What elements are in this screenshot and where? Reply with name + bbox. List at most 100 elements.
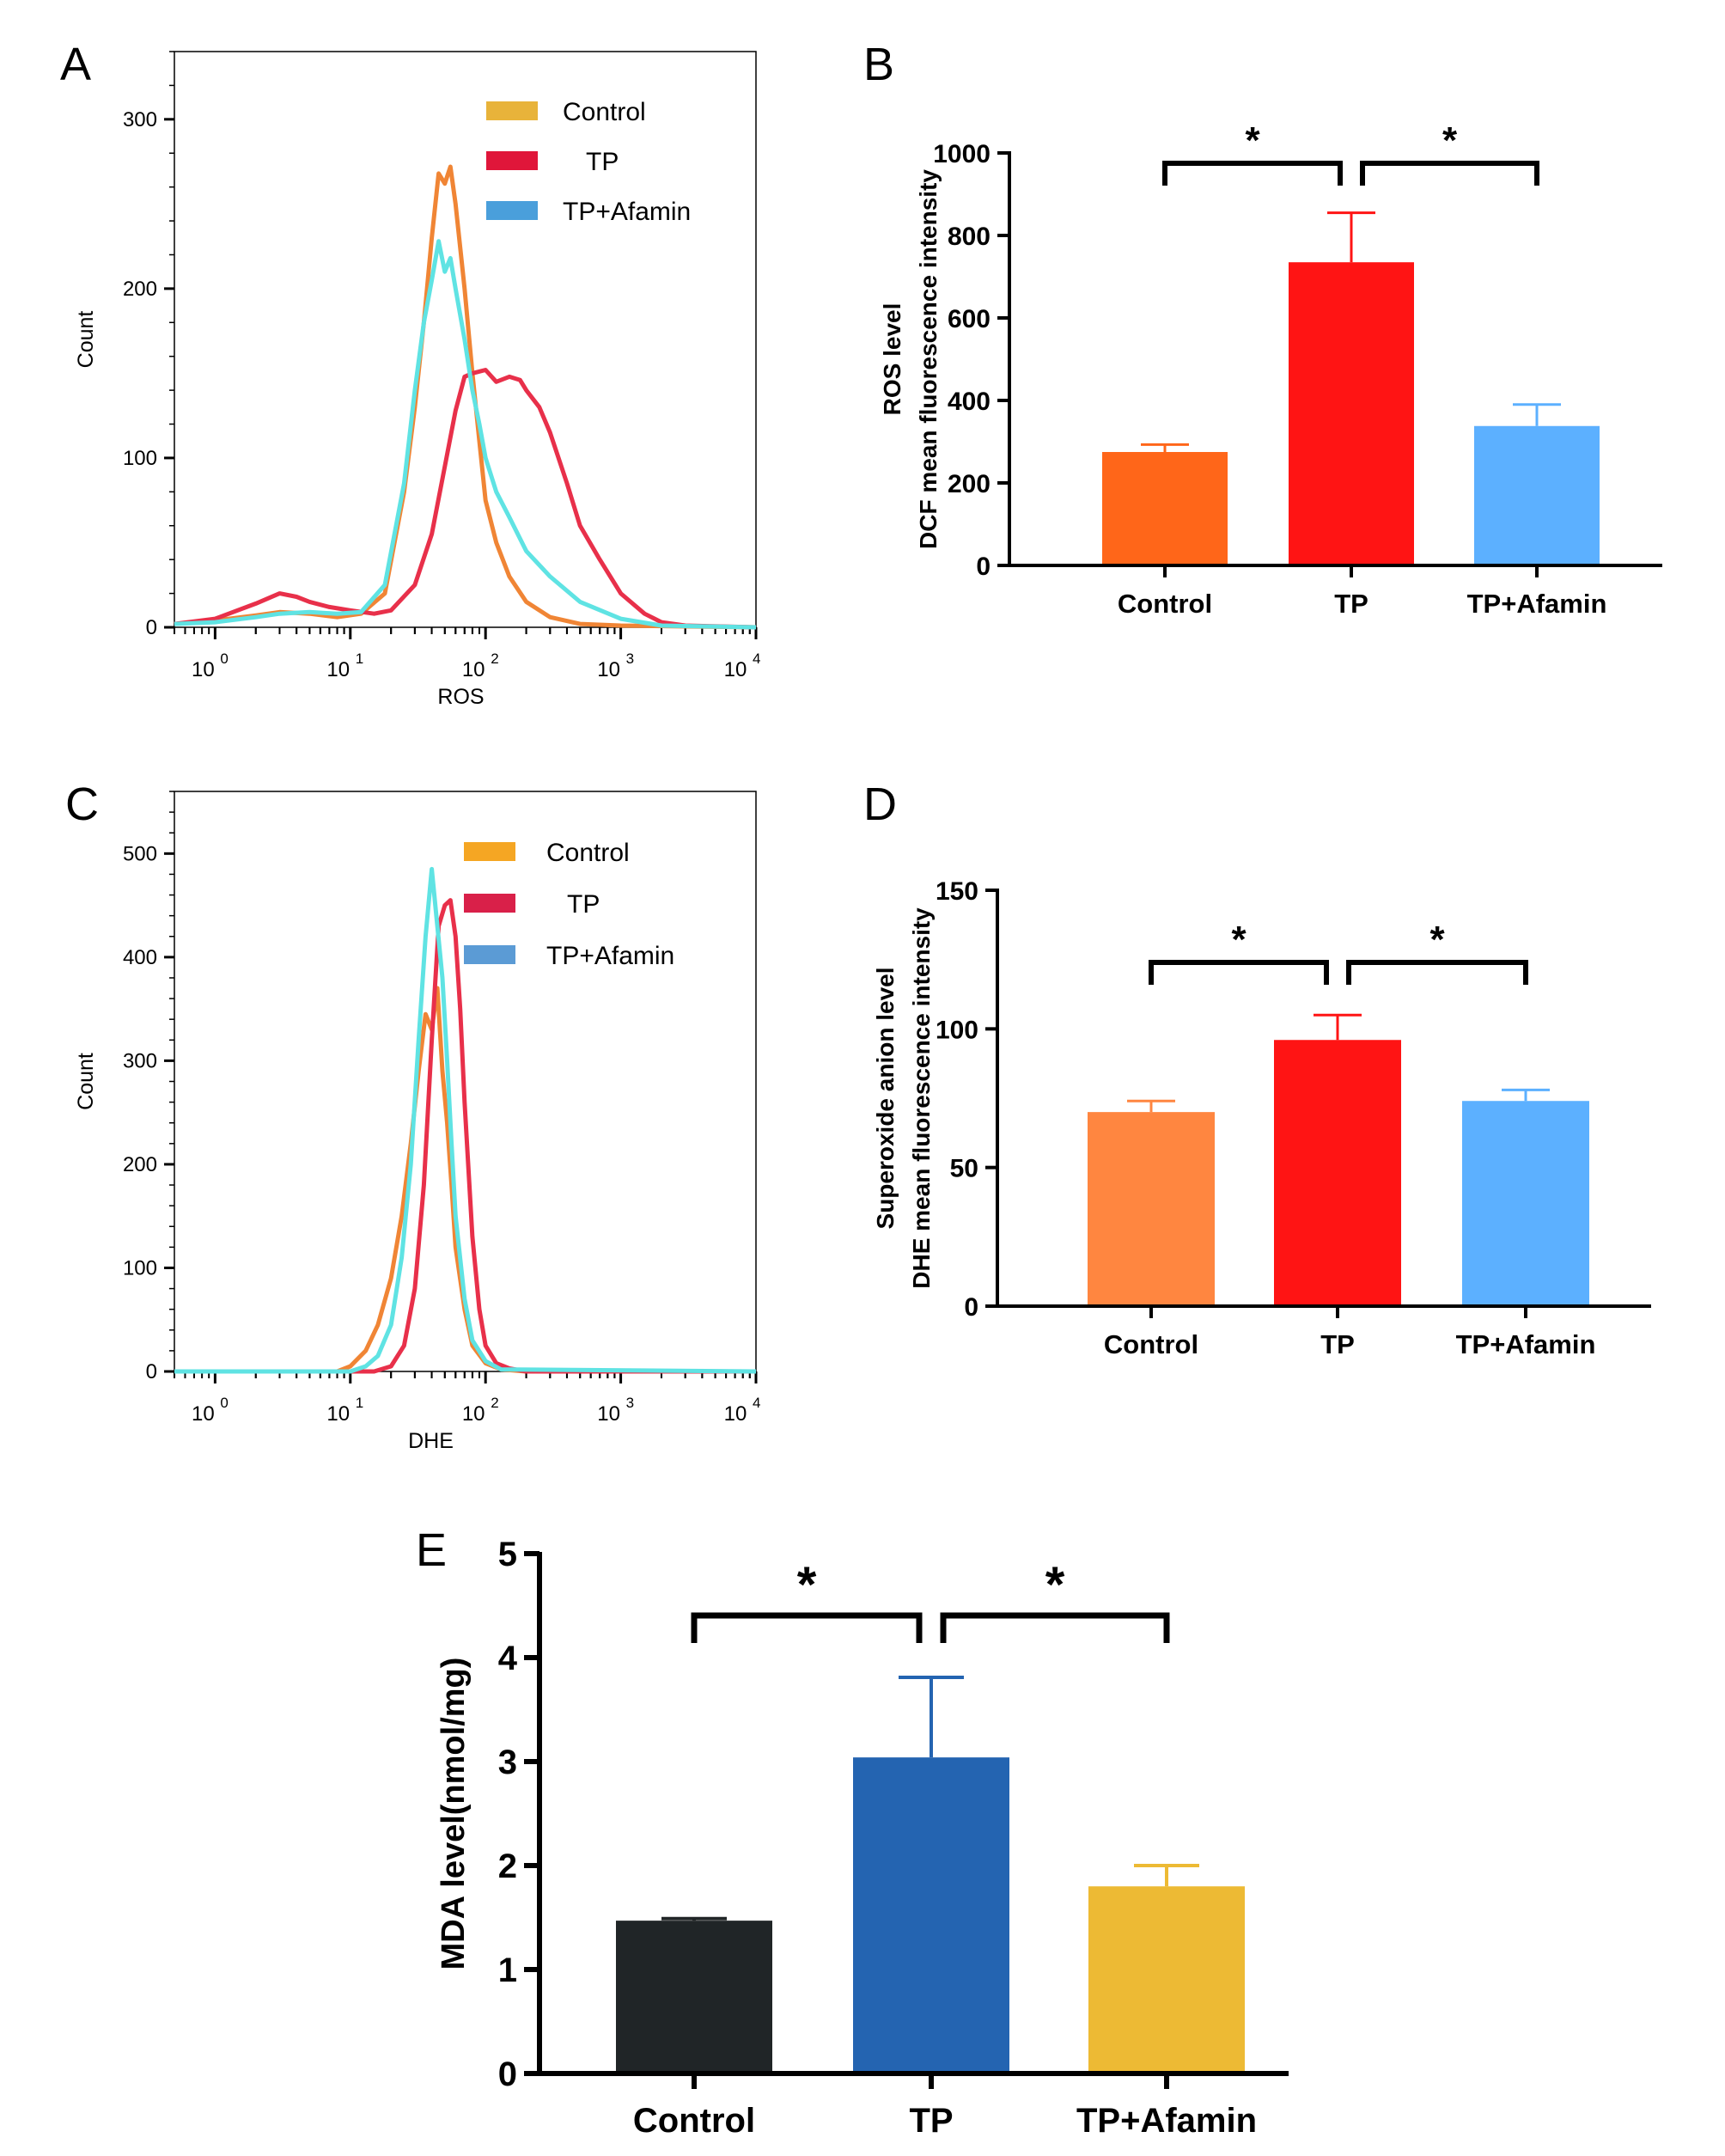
significance-bracket (1360, 161, 1539, 186)
y-tick-label: 0 (146, 616, 157, 639)
x-category-label: TP+Afamin (1456, 1329, 1596, 1359)
legend-swatch (464, 842, 515, 861)
legend-label: Control (546, 839, 630, 867)
legend-label: TP (567, 890, 600, 919)
x-tick-label-exponent: 0 (220, 650, 228, 667)
x-tick-label-base: 10 (724, 658, 747, 681)
chart-e-mda-bar-chart: 0 1 2 3 4 5 Control TP TP+Afamin * * MDA level(nmol… (436, 1536, 1289, 2140)
y-tick-label: 1000 (933, 140, 991, 168)
x-category-label: Control (633, 2102, 755, 2140)
y-axis-label: MDA level(nmol/mg) (436, 1658, 472, 1970)
histogram-curve-tp-afamin (174, 239, 757, 630)
y-tick-label: 5 (498, 1536, 517, 1573)
x-category-label: TP (1334, 589, 1368, 619)
y-tick-label: 600 (948, 305, 991, 333)
panel-letter-d: D (863, 779, 897, 830)
x-category-label: Control (1118, 589, 1212, 619)
bar-tp-afamin (1462, 1101, 1589, 1306)
significance-star: * (1231, 919, 1247, 961)
bar-control (1088, 1112, 1215, 1306)
panel-letter-b: B (863, 39, 894, 90)
chart-b-ros-bar-chart: 0 200 400 600 800 1000 Control TP TP+Afamin * * ROS… (879, 119, 1662, 619)
significance-bracket (940, 1612, 1170, 1643)
significance-bracket (1149, 960, 1329, 985)
significance-bracket (691, 1612, 923, 1643)
y-tick-label: 400 (948, 388, 991, 416)
bar-tp (853, 1757, 1009, 2074)
histogram-curve-tp (174, 898, 756, 1374)
y-tick-label: 200 (123, 1153, 157, 1176)
significance-star: * (1429, 919, 1445, 961)
y-tick-label: 1 (498, 1951, 517, 1989)
histogram-curve-control (174, 986, 756, 1374)
y-tick-label: 2 (498, 1848, 517, 1885)
x-tick-label-exponent: 1 (356, 650, 363, 667)
y-tick-label: 0 (498, 2055, 517, 2093)
y-tick-label: 500 (123, 842, 157, 865)
x-tick-label-exponent: 4 (753, 1395, 760, 1411)
legend-label: TP (586, 148, 619, 176)
x-tick-label-base: 10 (326, 658, 350, 681)
legend-swatch (464, 945, 515, 964)
panel-letter-c: C (65, 779, 99, 830)
y-tick-label: 100 (936, 1016, 978, 1044)
y-axis-label-line2: DCF mean fluorescence intensity (915, 169, 942, 549)
significance-bracket (1346, 960, 1528, 985)
legend-label: TP+Afamin (563, 198, 691, 226)
x-tick-label-exponent: 2 (491, 650, 498, 667)
panel-letter-e: E (416, 1524, 447, 1576)
panel-letter-a: A (60, 39, 91, 90)
chart-d-superoxide-bar-chart: 0 50 100 150 Control TP TP+Afamin * * Superoxide … (872, 877, 1651, 1359)
x-tick-label-exponent: 4 (753, 650, 760, 667)
x-tick-label-exponent: 3 (626, 1395, 634, 1411)
x-tick-label-base: 10 (326, 1402, 350, 1426)
x-tick-label-base: 10 (192, 1402, 215, 1426)
x-tick-label-base: 10 (192, 658, 215, 681)
x-tick-label-base: 10 (724, 1402, 747, 1426)
histogram-curve-tp-afamin (174, 866, 757, 1374)
x-category-label: TP+Afamin (1076, 2102, 1257, 2140)
x-category-label: TP+Afamin (1467, 589, 1607, 619)
x-axis-label: ROS (437, 685, 484, 709)
x-axis-label: DHE (408, 1429, 454, 1453)
x-category-label: Control (1104, 1329, 1198, 1359)
x-tick-label-exponent: 0 (220, 1395, 228, 1411)
x-tick-label-base: 10 (462, 658, 485, 681)
significance-star: * (797, 1557, 817, 1613)
x-category-label: TP (1320, 1329, 1355, 1359)
x-tick-label-base: 10 (597, 1402, 620, 1426)
significance-star: * (1045, 1557, 1065, 1613)
histogram-curve-tp (174, 368, 757, 630)
y-axis-label: Count (74, 1053, 98, 1110)
y-tick-label: 400 (123, 946, 157, 969)
y-tick-label: 4 (498, 1640, 518, 1677)
bar-tp-afamin (1474, 425, 1600, 565)
y-tick-label: 200 (948, 470, 991, 498)
y-tick-label: 50 (950, 1155, 978, 1183)
x-tick-label-exponent: 1 (356, 1395, 363, 1411)
y-axis-label-line1: Superoxide anion level (872, 968, 899, 1230)
y-axis-label-line1: ROS level (879, 303, 905, 416)
x-tick-label-base: 10 (597, 658, 620, 681)
x-category-label: TP (909, 2102, 953, 2140)
legend-label: Control (563, 98, 646, 126)
significance-star: * (1442, 119, 1458, 162)
x-tick-label-base: 10 (462, 1402, 485, 1426)
y-tick-label: 200 (123, 278, 157, 301)
bar-tp (1274, 1040, 1401, 1306)
y-tick-label: 0 (146, 1360, 157, 1383)
bar-control (616, 1921, 772, 2074)
significance-star: * (1245, 119, 1260, 162)
y-axis-label: Count (74, 311, 98, 369)
bar-tp-afamin (1088, 1886, 1245, 2074)
histogram-curve-control (174, 164, 757, 630)
x-tick-label-exponent: 3 (626, 650, 634, 667)
bar-control (1102, 452, 1228, 565)
y-tick-label: 100 (123, 447, 157, 470)
y-tick-label: 150 (936, 877, 978, 906)
y-tick-label: 300 (123, 1049, 157, 1072)
y-tick-label: 300 (123, 108, 157, 131)
x-tick-label-exponent: 2 (491, 1395, 498, 1411)
